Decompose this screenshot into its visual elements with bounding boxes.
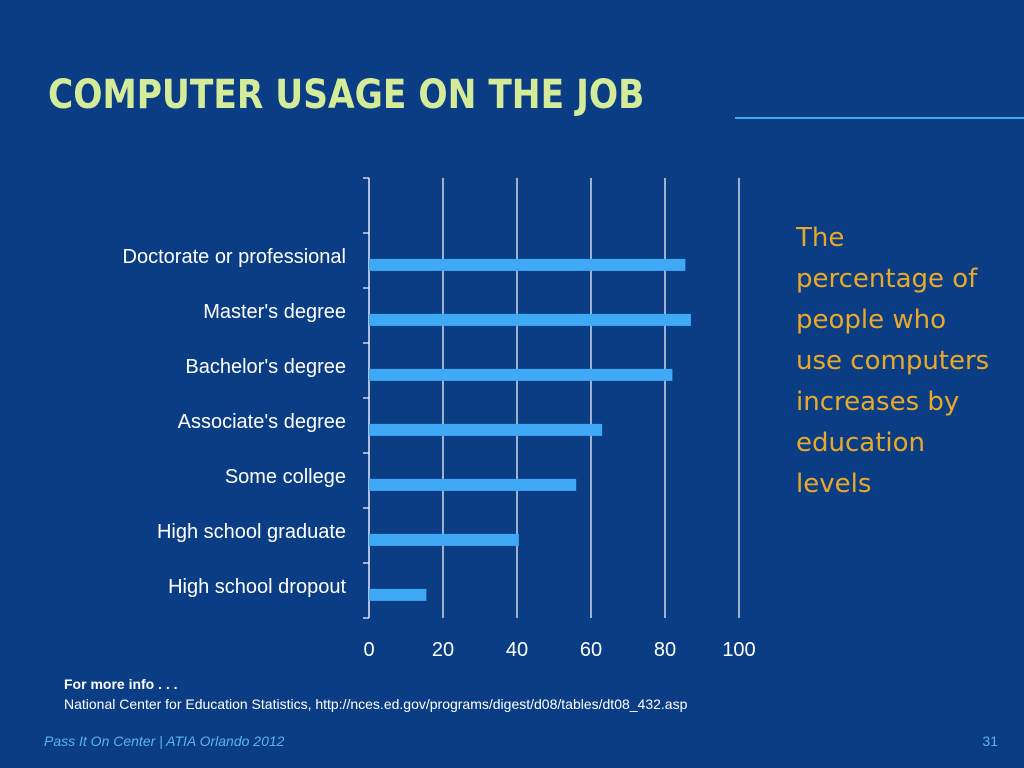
category-label: Bachelor's degree bbox=[185, 356, 346, 378]
info-heading: For more info . . . bbox=[64, 676, 178, 692]
category-label: Master's degree bbox=[203, 301, 346, 323]
x-tick-label: 20 bbox=[432, 639, 454, 661]
bar bbox=[369, 313, 691, 326]
page-number: 31 bbox=[982, 733, 998, 749]
category-label: Doctorate or professional bbox=[123, 246, 346, 268]
x-tick-label: 80 bbox=[654, 639, 676, 661]
bar bbox=[369, 478, 577, 491]
slide-title: COMPUTER USAGE ON THE JOB bbox=[48, 72, 645, 118]
x-tick-label: 100 bbox=[722, 639, 755, 661]
category-label: High school graduate bbox=[157, 521, 346, 543]
x-tick-label: 40 bbox=[506, 639, 528, 661]
bar bbox=[369, 423, 603, 436]
info-source: National Center for Education Statistics… bbox=[64, 696, 688, 712]
title-divider bbox=[735, 117, 1024, 119]
category-label: Associate's degree bbox=[178, 411, 346, 433]
bar bbox=[369, 258, 686, 271]
side-note: The percentage of people who use compute… bbox=[796, 223, 990, 499]
category-label: High school dropout bbox=[168, 576, 346, 598]
bar bbox=[369, 588, 427, 601]
x-tick-label: 0 bbox=[363, 639, 374, 661]
info-block: For more info . . . National Center for … bbox=[64, 674, 687, 714]
x-tick-label: 60 bbox=[580, 639, 602, 661]
bar bbox=[369, 533, 519, 546]
footer-text: Pass It On Center | ATIA Orlando 2012 bbox=[44, 733, 285, 749]
category-label: Some college bbox=[225, 466, 346, 488]
bar bbox=[369, 368, 673, 381]
